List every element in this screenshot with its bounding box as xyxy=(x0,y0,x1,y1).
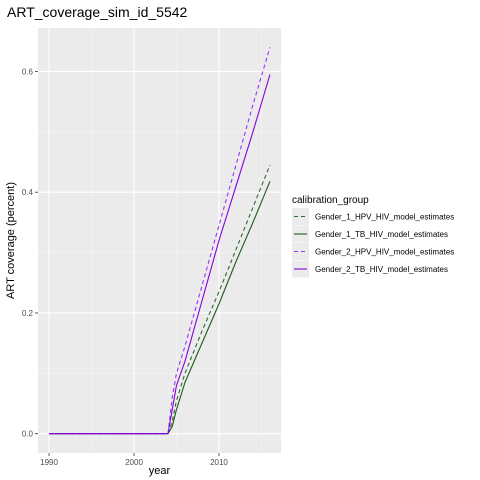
y-tick-label: 0.2 xyxy=(22,309,34,318)
legend-label-1: Gender_1_HPV_HIV_model_estimates xyxy=(315,213,454,222)
y-tick-label: 0.4 xyxy=(22,188,34,197)
legend-label-4: Gender_2_TB_HIV_model_estimates xyxy=(315,265,448,274)
y-tick-label: 0.6 xyxy=(22,67,34,76)
x-axis-title: year xyxy=(149,465,171,477)
x-tick-label: 1990 xyxy=(40,458,58,467)
legend-label-2: Gender_1_TB_HIV_model_estimates xyxy=(315,230,448,239)
y-tick-label: 0.0 xyxy=(22,430,34,439)
series-lines xyxy=(49,47,271,435)
x-tick-label: 2010 xyxy=(210,458,228,467)
y-axis-title: ART coverage (percent) xyxy=(5,182,17,299)
series-line-4 xyxy=(49,74,271,435)
axes: 1990 2000 2010 0.0 0.2 0.4 0.6 xyxy=(22,67,229,467)
x-tick-label: 2000 xyxy=(125,458,143,467)
legend: calibration_group Gender_1_HPV_HIV_model… xyxy=(292,195,454,278)
legend-title: calibration_group xyxy=(292,195,369,206)
series-line-2 xyxy=(49,181,271,435)
legend-items: Gender_1_HPV_HIV_model_estimates Gender_1… xyxy=(292,208,454,278)
chart-title: ART_coverage_sim_id_5542 xyxy=(7,4,188,20)
legend-key-3 xyxy=(292,243,309,260)
series-line-3 xyxy=(49,47,271,435)
legend-key-1 xyxy=(292,208,309,225)
legend-label-3: Gender_2_HPV_HIV_model_estimates xyxy=(315,248,454,257)
series-line-1 xyxy=(49,164,271,435)
plot-panel xyxy=(38,28,281,453)
